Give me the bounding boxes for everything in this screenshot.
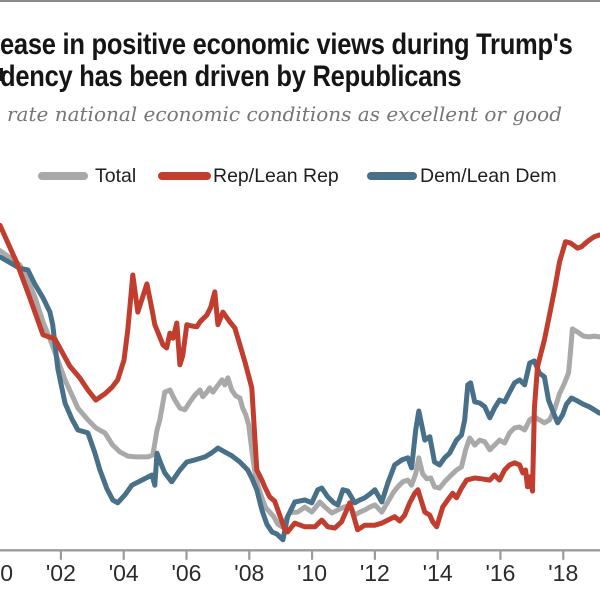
cropped-letter-fragment [0, 68, 3, 81]
legend-swatch-rep [158, 172, 211, 180]
x-axis-tick-label: '00 [0, 560, 13, 586]
x-axis-tick-label: '14 [423, 560, 453, 586]
chart-title-line-2: dency has been driven by Republicans [0, 60, 462, 93]
x-axis-tick-label: '16 [485, 560, 515, 586]
legend-swatch-dem [367, 172, 417, 180]
chart-title-line-1: ease in positive economic views during T… [0, 28, 573, 61]
x-axis-tick-label: '02 [46, 560, 76, 586]
top-border [0, 0, 600, 2]
x-axis-tick-label: '06 [172, 560, 202, 586]
chart-subtitle: rate national economic conditions as exc… [7, 102, 563, 126]
x-axis-tick-label: '18 [548, 560, 578, 586]
legend-label-total: Total [95, 165, 137, 187]
legend-label-rep: Rep/Lean Rep [213, 165, 339, 187]
legend-label-dem: Dem/Lean Dem [420, 165, 557, 187]
x-axis-tick-label: '12 [360, 560, 390, 586]
series-line-dem-lean-dem [0, 254, 600, 543]
x-axis-tick-label: '04 [109, 560, 139, 586]
series-line-total [0, 248, 600, 530]
legend-swatch-total [38, 172, 88, 180]
x-axis-tick-label: '10 [297, 560, 327, 586]
series-line-rep-lean-rep [0, 222, 600, 535]
x-axis-tick-label: '08 [234, 560, 264, 586]
